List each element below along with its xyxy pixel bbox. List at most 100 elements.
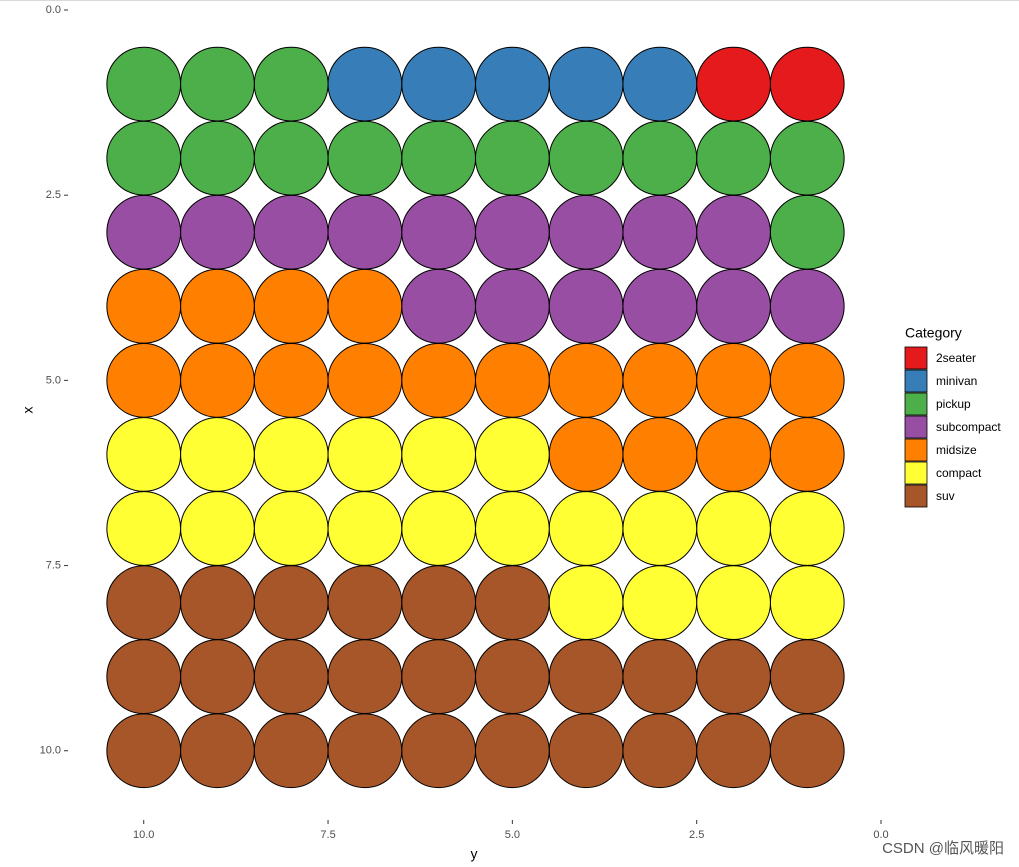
point <box>253 343 329 418</box>
point <box>769 46 845 122</box>
point <box>327 713 403 789</box>
point <box>548 343 624 418</box>
point <box>769 343 845 418</box>
point <box>475 565 550 640</box>
legend-label: 2seater <box>936 351 976 365</box>
point <box>475 417 550 492</box>
x-tick-label: 5.0 <box>505 829 520 841</box>
point <box>253 120 329 196</box>
point <box>475 46 550 122</box>
point <box>696 565 771 640</box>
point <box>769 120 845 196</box>
x-tick-label: 7.5 <box>320 829 335 841</box>
point <box>548 120 624 196</box>
point <box>622 120 698 196</box>
point <box>696 194 771 270</box>
legend-key <box>904 461 928 485</box>
point <box>401 194 476 270</box>
point <box>401 268 476 344</box>
point <box>180 268 255 344</box>
point <box>475 713 550 789</box>
point <box>475 639 550 715</box>
point <box>548 417 624 492</box>
point <box>696 639 771 715</box>
point <box>769 565 845 640</box>
point <box>475 194 550 270</box>
point <box>401 491 476 566</box>
point <box>180 343 255 418</box>
point <box>106 639 182 715</box>
point <box>253 268 329 344</box>
point <box>327 268 403 344</box>
point <box>180 194 255 270</box>
point <box>769 194 845 270</box>
point <box>106 417 182 492</box>
point <box>696 491 771 566</box>
point <box>769 639 845 715</box>
point <box>253 46 329 122</box>
point <box>106 268 182 344</box>
legend-label: minivan <box>936 374 977 388</box>
point <box>253 713 329 789</box>
point <box>327 194 403 270</box>
point <box>622 713 698 789</box>
y-axis-title: x <box>20 407 36 414</box>
point <box>180 713 255 789</box>
point <box>180 46 255 122</box>
point <box>696 713 771 789</box>
point <box>548 46 624 122</box>
point <box>253 491 329 566</box>
point <box>401 417 476 492</box>
legend-key <box>904 369 928 393</box>
point <box>180 565 255 640</box>
x-axis-title: y <box>471 846 478 862</box>
legend-key <box>904 415 928 439</box>
point <box>548 491 624 566</box>
point <box>622 417 698 492</box>
point <box>769 713 845 789</box>
point <box>106 713 182 789</box>
point <box>106 120 182 196</box>
legend-label: subcompact <box>936 420 1001 434</box>
point <box>696 46 771 122</box>
y-tick-label: 0.0 <box>46 4 61 16</box>
point <box>548 565 624 640</box>
point <box>401 343 476 418</box>
legend-key <box>904 392 928 416</box>
point <box>548 194 624 270</box>
point <box>401 713 476 789</box>
point <box>401 120 476 196</box>
legend-key <box>904 484 928 508</box>
point <box>253 194 329 270</box>
y-tick-label: 5.0 <box>46 374 61 386</box>
point <box>180 120 255 196</box>
point <box>180 639 255 715</box>
point <box>475 491 550 566</box>
legend-label: midsize <box>936 443 977 457</box>
legend-label: suv <box>936 489 955 503</box>
point <box>696 120 771 196</box>
point <box>622 565 698 640</box>
point <box>401 639 476 715</box>
point <box>769 268 845 344</box>
point <box>327 120 403 196</box>
point <box>327 46 403 122</box>
legend-key <box>904 346 928 370</box>
y-tick-label: 2.5 <box>46 189 61 201</box>
point <box>327 343 403 418</box>
point <box>548 639 624 715</box>
point <box>106 343 182 418</box>
point <box>327 417 403 492</box>
point <box>180 417 255 492</box>
point <box>401 46 476 122</box>
point <box>622 46 698 122</box>
point <box>622 639 698 715</box>
point <box>253 639 329 715</box>
point <box>696 343 771 418</box>
point <box>696 417 771 492</box>
point <box>106 46 182 122</box>
y-tick-label: 7.5 <box>46 559 61 571</box>
point <box>106 491 182 566</box>
watermark: CSDN @临风暖阳 <box>882 840 1004 857</box>
